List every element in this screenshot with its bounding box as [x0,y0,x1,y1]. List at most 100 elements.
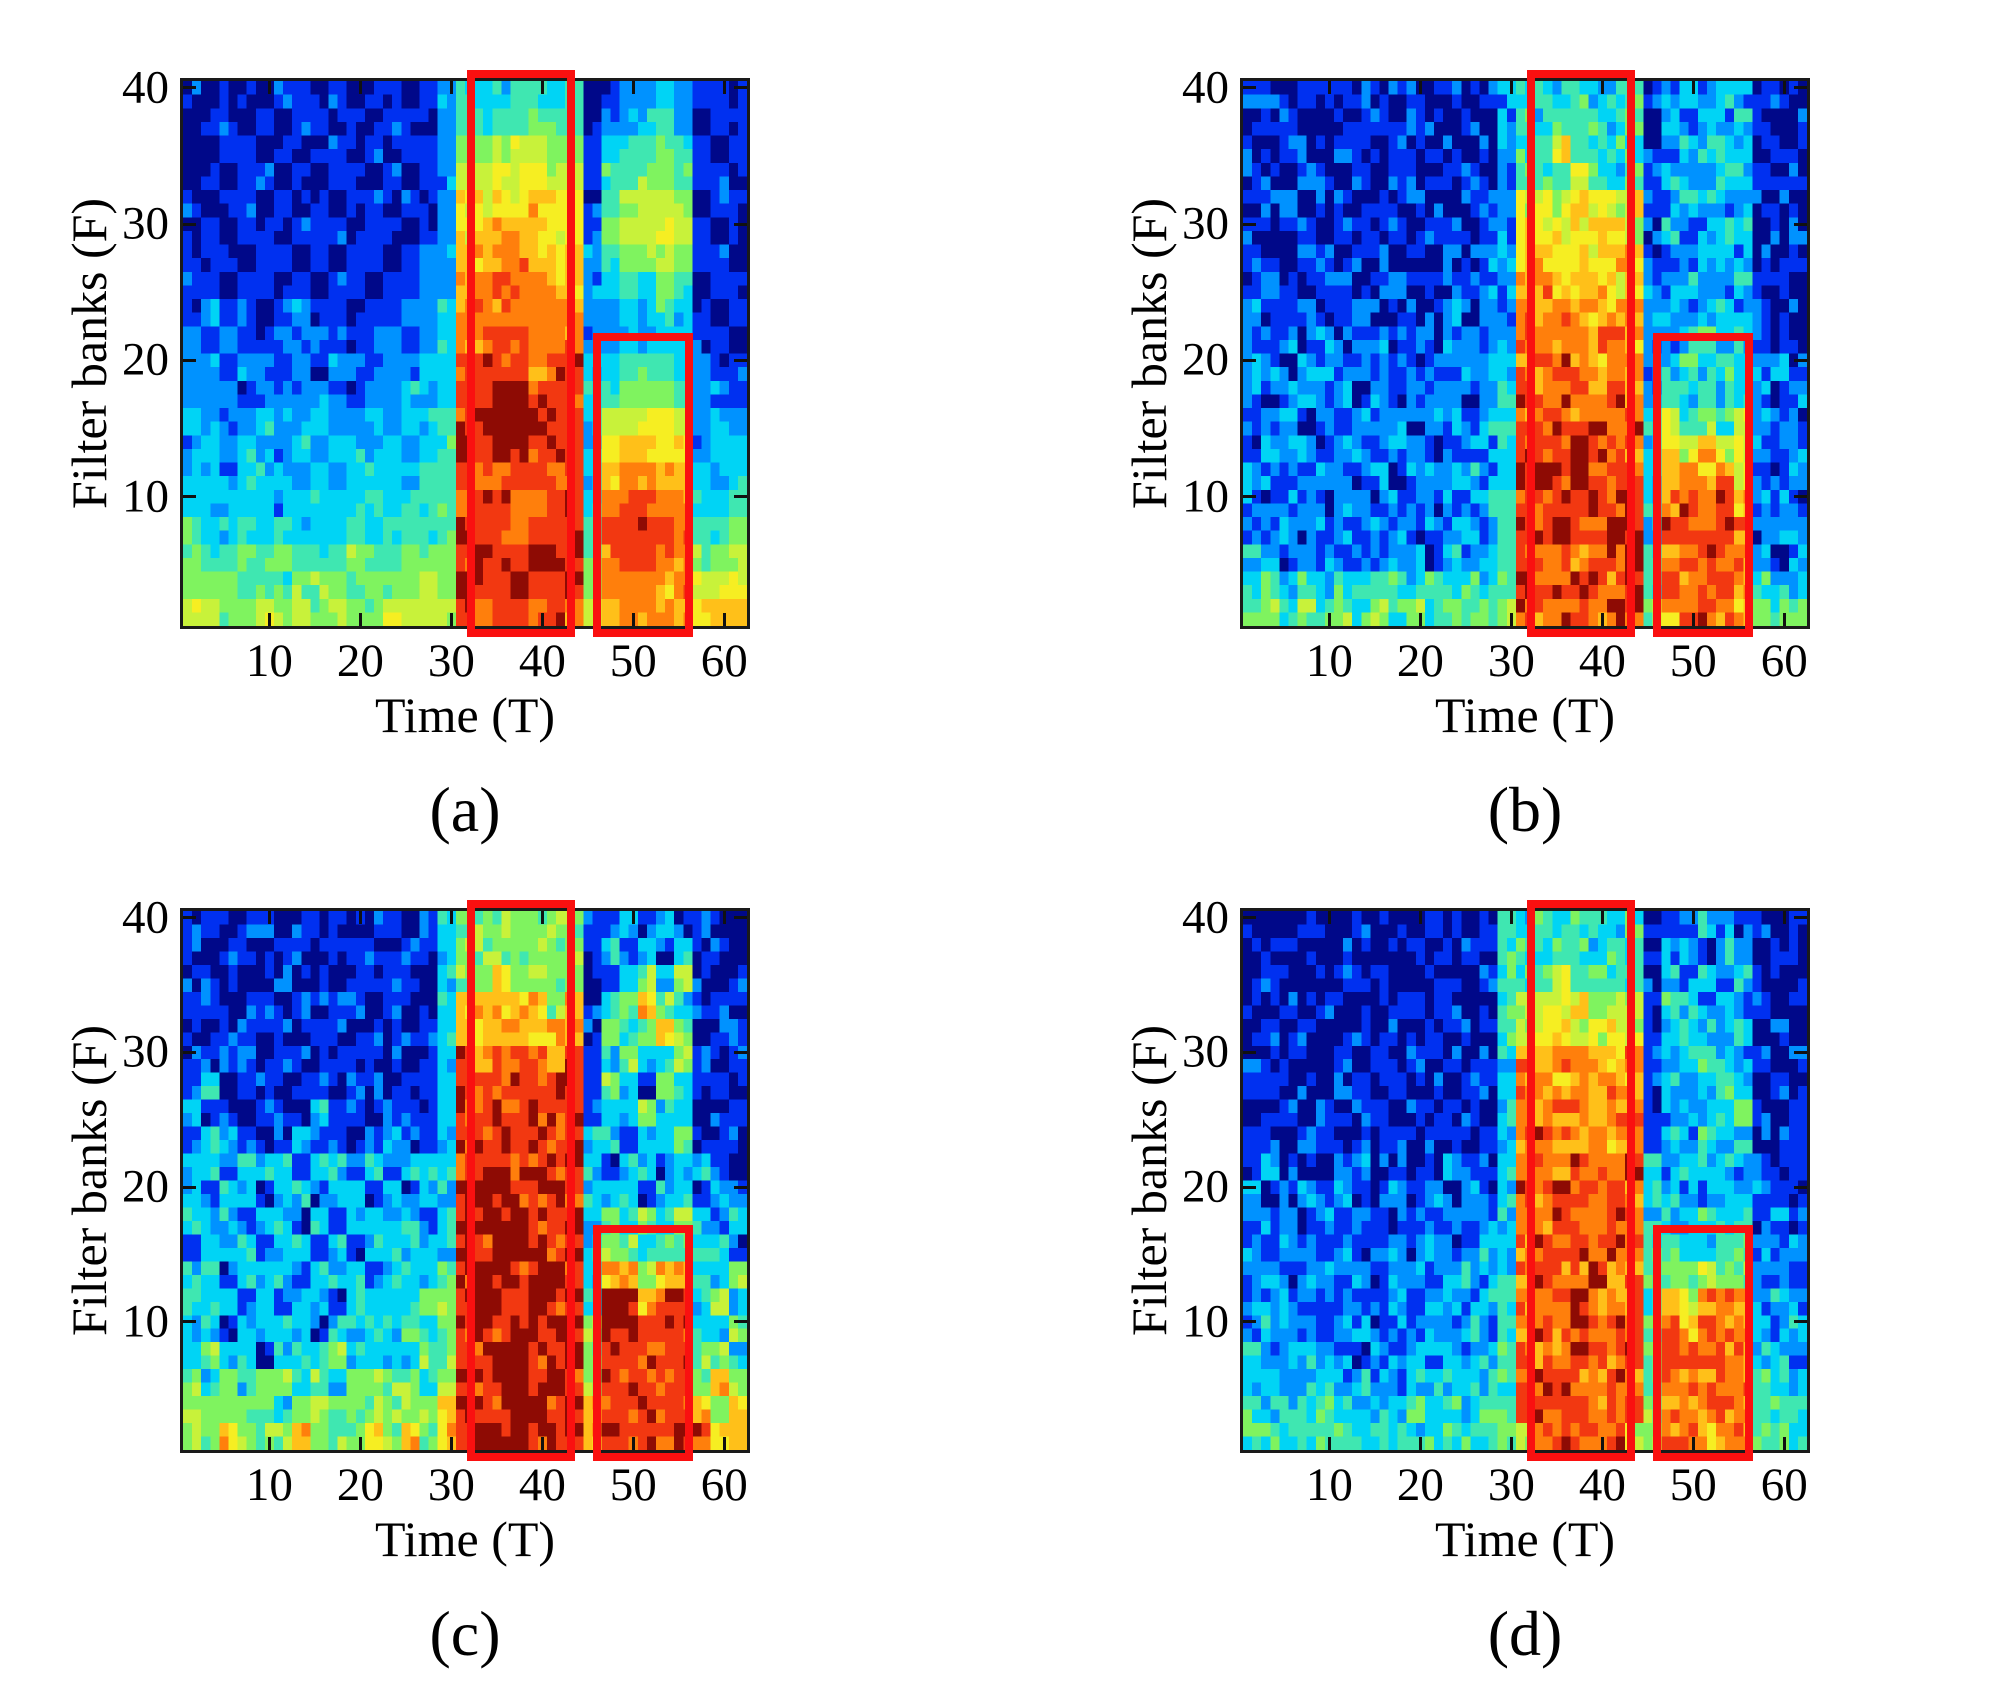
y-tick-mark-right [1794,86,1807,90]
y-tick-label: 30 [122,197,169,250]
x-tick-mark-top [1509,911,1513,924]
x-tick-mark [449,613,453,626]
y-tick-mark-right [734,1185,747,1189]
x-tick-mark [449,1437,453,1450]
x-tick-mark [722,1437,726,1450]
heatmap-plot-a: Filter banks (F) Time (T) (a) 10 20 30 40 50… [61,64,750,842]
x-tick-mark-top [631,81,635,94]
y-tick-label: 40 [122,61,169,114]
x-tick-label: 20 [1396,635,1444,687]
heatmap-plot-d: Filter banks (F) Time (T) (d) 10 20 30 40 50… [1121,894,1810,1666]
x-tick-mark-top [540,81,544,94]
x-tick-mark-top [449,911,453,924]
y-tick-label: 10 [122,470,169,523]
x-tick-mark [631,1437,635,1450]
x-tick-mark [1418,613,1422,626]
y-tick-label: 40 [1182,61,1229,114]
y-tick-mark [1243,86,1256,90]
y-tick-label: 10 [1182,1295,1229,1348]
x-tick-mark [722,613,726,626]
y-tick-mark [183,916,196,920]
heatmap-plot-c: Filter banks (F) Time (T) (c) 10 20 30 40 50… [61,894,750,1666]
y-axis-title: Filter banks (F) [61,197,117,510]
x-axis-title: Time (T) [374,1511,556,1567]
x-tick-mark [631,613,635,626]
highlight-box-secondary-b [1653,333,1754,637]
panel-b: Filter banks (F) Time (T) (b) 10 20 30 40 50… [1121,64,1810,842]
y-tick-mark [183,495,196,499]
x-tick-mark [358,613,362,626]
x-tick-label: 40 [1578,1459,1626,1511]
x-tick-label: 60 [1760,1459,1808,1511]
y-tick-label: 30 [1182,1025,1229,1078]
x-tick-label: 20 [336,635,384,687]
x-tick-mark-top [267,81,271,94]
x-tick-mark [267,613,271,626]
x-tick-mark [1509,613,1513,626]
x-tick-mark [267,1437,271,1450]
x-tick-mark-top [1691,81,1695,94]
y-tick-mark [183,358,196,362]
y-tick-mark-right [1794,222,1807,226]
x-tick-mark [540,1437,544,1450]
x-tick-label: 50 [1669,635,1717,687]
panel-label-b: (b) [1487,774,1563,845]
x-tick-label: 40 [518,635,566,687]
x-axis-title: Time (T) [374,687,556,743]
x-tick-label: 30 [427,635,475,687]
y-tick-mark [1243,358,1256,362]
y-tick-label: 20 [1182,1160,1229,1213]
x-tick-mark [1691,613,1695,626]
y-tick-mark [183,1050,196,1054]
x-axis-title: Time (T) [1434,1511,1616,1567]
y-tick-label: 30 [122,1025,169,1078]
x-tick-mark-top [631,911,635,924]
x-tick-label: 10 [1305,1459,1353,1511]
x-tick-label: 40 [1578,635,1626,687]
x-tick-label: 60 [700,635,748,687]
panel-label-c: (c) [429,1598,501,1669]
x-tick-label: 10 [1305,635,1353,687]
x-tick-mark-top [1418,911,1422,924]
spectrogram-heatmap-b [1243,81,1807,626]
y-tick-mark [183,222,196,226]
spectrogram-heatmap-d [1243,911,1807,1450]
panel-d: Filter banks (F) Time (T) (d) 10 20 30 40 50… [1121,894,1810,1666]
y-axis-title: Filter banks (F) [1121,197,1177,510]
y-tick-mark-right [1794,495,1807,499]
x-axis-title: Time (T) [1434,687,1616,743]
y-tick-mark [1243,916,1256,920]
highlight-box-primary-d [1526,900,1636,1461]
x-tick-label: 60 [1760,635,1808,687]
y-tick-label: 20 [122,333,169,386]
x-tick-mark-top [358,911,362,924]
y-tick-mark [1243,1050,1256,1054]
panel-c: Filter banks (F) Time (T) (c) 10 20 30 40 50… [61,894,750,1666]
x-tick-mark-top [1782,911,1786,924]
y-tick-mark-right [1794,1185,1807,1189]
x-tick-label: 50 [1669,1459,1717,1511]
highlight-box-secondary-a [593,333,694,637]
x-tick-label: 30 [1487,1459,1535,1511]
y-tick-mark-right [1794,1050,1807,1054]
x-tick-mark-top [1600,911,1604,924]
x-tick-label: 40 [518,1459,566,1511]
y-tick-mark [1243,1185,1256,1189]
x-tick-mark-top [722,81,726,94]
x-tick-mark [540,613,544,626]
x-tick-mark [1782,613,1786,626]
y-tick-mark-right [734,358,747,362]
y-tick-mark-right [1794,358,1807,362]
x-tick-mark-top [358,81,362,94]
spectrogram-heatmap-c [183,911,747,1450]
highlight-box-primary-a [466,70,576,637]
y-axis-title: Filter banks (F) [61,1024,117,1337]
y-tick-mark [183,1320,196,1324]
x-tick-mark-top [1782,81,1786,94]
panel-label-d: (d) [1487,1598,1563,1669]
x-tick-label: 50 [609,1459,657,1511]
x-tick-mark [1509,1437,1513,1450]
y-tick-mark [1243,1320,1256,1324]
x-tick-mark-top [1327,81,1331,94]
